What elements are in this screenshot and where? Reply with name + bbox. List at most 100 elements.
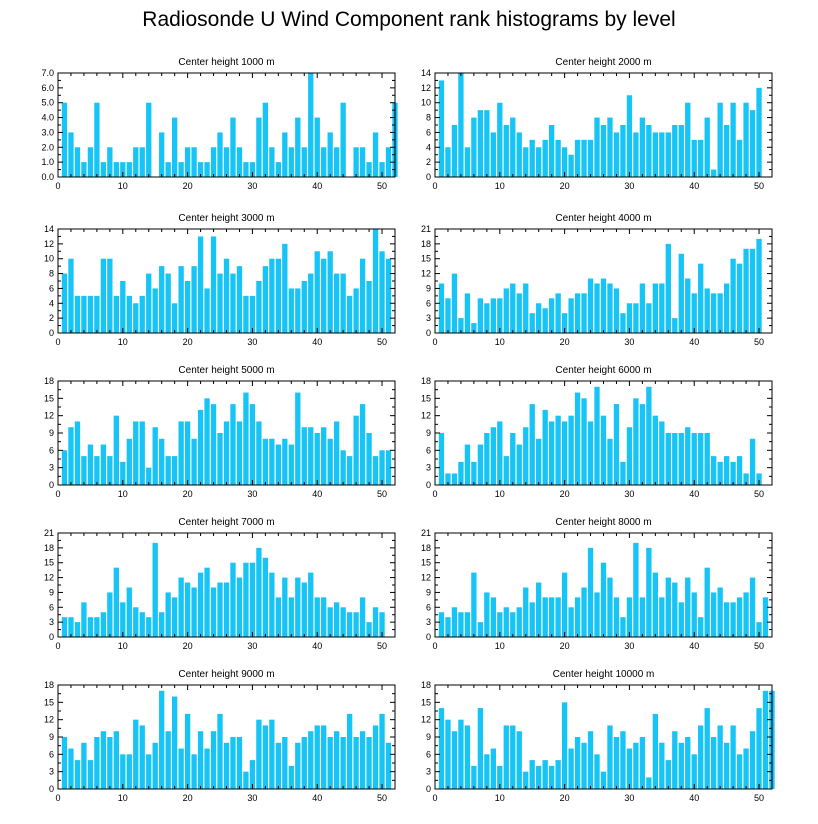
histogram-bar bbox=[594, 283, 600, 333]
histogram-bar bbox=[497, 298, 503, 333]
histogram-bar bbox=[678, 433, 684, 485]
histogram-bar bbox=[574, 392, 581, 485]
histogram-bar bbox=[652, 713, 658, 789]
y-tick-label: 12 bbox=[44, 411, 54, 421]
histogram-bar bbox=[503, 607, 509, 637]
x-tick-label: 40 bbox=[689, 337, 699, 347]
histogram-bar bbox=[743, 102, 749, 177]
y-tick-label: 6 bbox=[426, 127, 431, 137]
histogram-bar bbox=[301, 147, 307, 177]
histogram-panel-3: Center height 3000 m 0 2 4 6 8 10 12 14 0 10 20 30 40… bbox=[44, 213, 396, 347]
histogram-bar bbox=[243, 562, 249, 637]
x-tick-label: 30 bbox=[247, 641, 257, 651]
histogram-bar bbox=[113, 295, 119, 333]
histogram-bar bbox=[523, 283, 529, 333]
histogram-bar bbox=[561, 147, 568, 177]
y-tick-label: 9 bbox=[49, 428, 54, 438]
histogram-bar bbox=[275, 162, 281, 177]
histogram-bar bbox=[698, 139, 704, 177]
histogram-bar bbox=[217, 713, 223, 789]
histogram-bar bbox=[685, 278, 691, 333]
histogram-bar bbox=[210, 236, 217, 333]
y-tick-label: 12 bbox=[421, 269, 431, 279]
histogram-bar bbox=[471, 323, 477, 333]
histogram-bar bbox=[68, 132, 74, 177]
histogram-bar bbox=[379, 162, 385, 177]
histogram-bar bbox=[762, 597, 769, 637]
histogram-bar bbox=[587, 731, 594, 789]
histogram-bar bbox=[561, 702, 568, 789]
y-tick-label: 9 bbox=[426, 587, 431, 597]
histogram-bar bbox=[236, 421, 243, 485]
y-tick-label: 6 bbox=[426, 298, 431, 308]
histogram-bar bbox=[385, 450, 392, 485]
histogram-bar bbox=[484, 592, 490, 637]
histogram-bar bbox=[568, 154, 574, 177]
histogram-bar bbox=[217, 273, 223, 333]
histogram-bar bbox=[581, 293, 587, 333]
y-tick-label: 3 bbox=[426, 463, 431, 473]
histogram-bar bbox=[736, 139, 743, 177]
histogram-bar bbox=[704, 117, 710, 177]
histogram-bar bbox=[165, 162, 171, 177]
histogram-bar bbox=[730, 102, 736, 177]
histogram-bar bbox=[282, 132, 288, 177]
x-tick-label: 10 bbox=[118, 489, 128, 499]
histogram-bar bbox=[549, 421, 555, 485]
y-tick-label: 3 bbox=[49, 463, 54, 473]
histogram-bar bbox=[334, 731, 340, 789]
histogram-bar bbox=[704, 433, 710, 485]
histogram-bar bbox=[223, 421, 230, 485]
x-tick-label: 50 bbox=[754, 181, 764, 191]
histogram-bar bbox=[665, 577, 671, 637]
histogram-bar bbox=[633, 303, 639, 333]
histogram-bar bbox=[256, 719, 262, 789]
histogram-bar bbox=[568, 748, 574, 789]
histogram-bar bbox=[87, 295, 94, 333]
histogram-bar bbox=[652, 132, 658, 177]
histogram-panel-6: Center height 6000 m 0 3 6 9 12 15 18 0 10 20 30 40 5… bbox=[421, 365, 773, 499]
x-tick-label: 20 bbox=[183, 793, 193, 803]
histogram-bar bbox=[529, 760, 535, 789]
histogram-bar bbox=[685, 577, 691, 637]
x-tick-label: 30 bbox=[247, 489, 257, 499]
x-tick-label: 10 bbox=[495, 337, 505, 347]
histogram-bar bbox=[308, 731, 314, 789]
histogram-bar bbox=[704, 288, 710, 333]
histogram-bar bbox=[639, 117, 646, 177]
histogram-bar bbox=[74, 760, 81, 789]
histogram-bar bbox=[346, 295, 353, 333]
histogram-bar bbox=[646, 303, 652, 333]
histogram-bar bbox=[484, 754, 490, 789]
y-tick-label: 2.0 bbox=[41, 142, 54, 152]
histogram-bar bbox=[379, 612, 385, 637]
histogram-bar bbox=[94, 617, 100, 637]
y-tick-label: 12 bbox=[421, 573, 431, 583]
y-tick-label: 4 bbox=[426, 142, 431, 152]
histogram-bar bbox=[334, 602, 340, 637]
histogram-bar bbox=[477, 444, 484, 485]
histogram-bar bbox=[756, 238, 762, 333]
histogram-bar bbox=[372, 607, 379, 637]
histogram-bar bbox=[197, 572, 204, 637]
histogram-bar bbox=[301, 427, 307, 485]
y-tick-label: 4 bbox=[49, 298, 54, 308]
histogram-bar bbox=[730, 461, 736, 485]
histogram-bar bbox=[438, 433, 445, 485]
x-tick-label: 30 bbox=[624, 489, 634, 499]
histogram-bar bbox=[555, 760, 561, 789]
histogram-bar bbox=[256, 281, 262, 333]
histogram-bar bbox=[301, 737, 307, 789]
histogram-bar bbox=[646, 547, 652, 637]
histogram-bar bbox=[587, 421, 594, 485]
histogram-bar bbox=[184, 582, 191, 637]
histogram-bar bbox=[749, 248, 756, 333]
y-tick-label: 0 bbox=[49, 784, 54, 794]
histogram-bar bbox=[249, 760, 256, 789]
histogram-bar bbox=[230, 273, 236, 333]
x-tick-label: 30 bbox=[624, 641, 634, 651]
histogram-bar bbox=[100, 731, 107, 789]
y-tick-label: 12 bbox=[421, 411, 431, 421]
histogram-bar bbox=[743, 592, 749, 637]
x-tick-label: 0 bbox=[55, 641, 60, 651]
